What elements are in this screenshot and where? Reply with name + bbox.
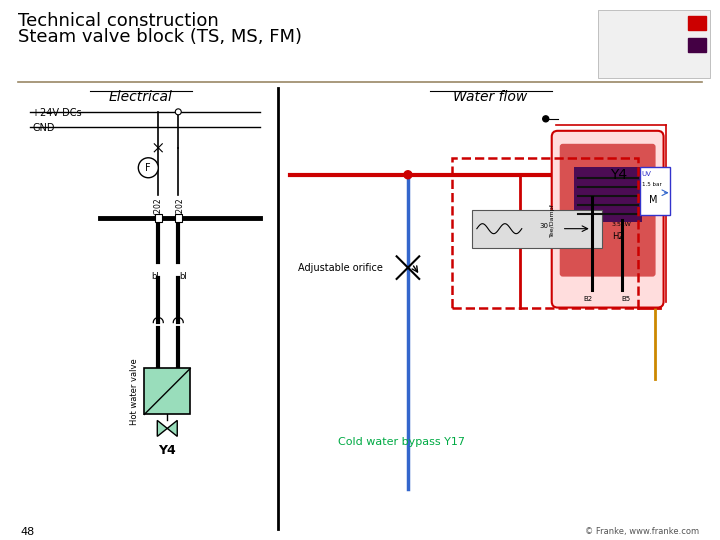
FancyBboxPatch shape <box>559 144 656 276</box>
Polygon shape <box>167 421 177 436</box>
Circle shape <box>543 116 549 122</box>
Text: GND: GND <box>32 123 55 133</box>
Text: Electrical: Electrical <box>109 90 172 104</box>
Circle shape <box>404 171 412 179</box>
Text: bl: bl <box>179 272 187 281</box>
Text: UV: UV <box>642 171 652 177</box>
Bar <box>144 368 190 414</box>
Text: 3.5kW: 3.5kW <box>612 222 631 227</box>
Text: +24V DCs: +24V DCs <box>32 108 82 118</box>
Text: Technical construction: Technical construction <box>19 12 219 30</box>
Circle shape <box>175 109 181 115</box>
Text: Steam valve block (TS, MS, FM): Steam valve block (TS, MS, FM) <box>19 28 302 46</box>
Text: H2: H2 <box>612 232 624 241</box>
Text: B5: B5 <box>621 295 630 301</box>
Text: Hot water valve: Hot water valve <box>130 358 139 425</box>
Bar <box>688 38 706 52</box>
Bar <box>472 210 602 248</box>
Text: X202: X202 <box>176 197 185 217</box>
FancyBboxPatch shape <box>552 131 664 308</box>
Text: M: M <box>649 195 658 205</box>
Text: B2: B2 <box>583 295 593 301</box>
Text: Y4: Y4 <box>158 444 176 457</box>
Text: Y4: Y4 <box>610 168 627 182</box>
Bar <box>156 214 162 222</box>
Bar <box>639 167 670 215</box>
Text: Adjustable orifice: Adjustable orifice <box>298 262 383 273</box>
Text: © Franke, www.franke.com: © Franke, www.franke.com <box>585 527 700 536</box>
Text: bl: bl <box>151 272 159 281</box>
Bar <box>598 10 709 78</box>
Polygon shape <box>157 421 167 436</box>
Text: F: F <box>145 163 151 173</box>
Text: 1.5 bar: 1.5 bar <box>642 182 662 187</box>
Bar <box>175 214 182 222</box>
Text: X202: X202 <box>154 197 163 217</box>
Text: Cold water bypass Y17: Cold water bypass Y17 <box>338 437 465 447</box>
Bar <box>688 16 706 30</box>
Bar <box>452 158 638 308</box>
Bar <box>574 167 642 222</box>
Text: 48: 48 <box>20 527 35 537</box>
Text: Tee/Dampf: Tee/Dampf <box>550 203 554 237</box>
Text: Water flow: Water flow <box>453 90 527 104</box>
Text: 30: 30 <box>539 222 548 228</box>
Circle shape <box>138 158 158 178</box>
